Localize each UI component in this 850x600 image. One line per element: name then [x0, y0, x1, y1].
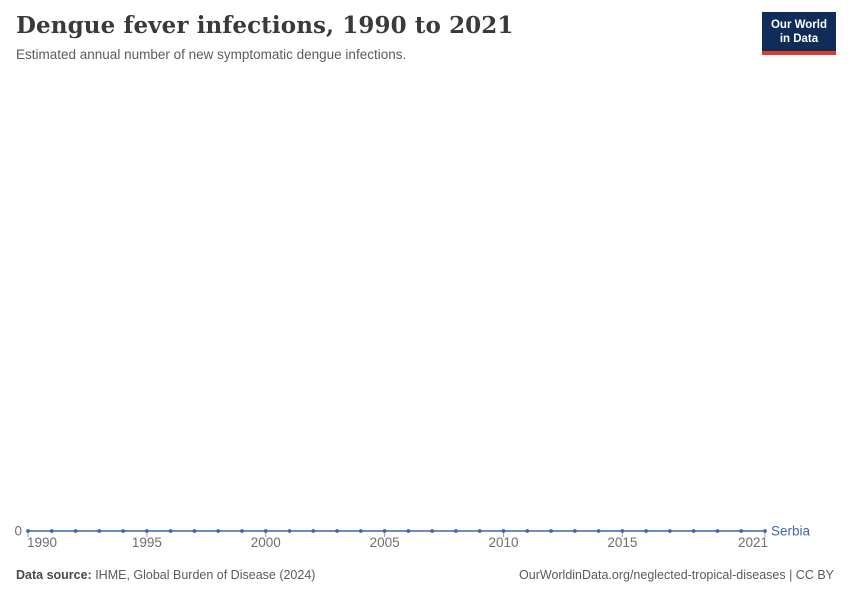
data-point-marker[interactable] — [691, 529, 696, 533]
credit-link[interactable]: OurWorldinData.org/neglected-tropical-di… — [519, 568, 834, 582]
data-point-marker[interactable] — [763, 529, 767, 533]
data-source-note[interactable]: Data source: IHME, Global Burden of Dise… — [16, 568, 315, 582]
data-point-marker[interactable] — [216, 529, 221, 533]
data-point-marker[interactable] — [596, 529, 601, 533]
chart-header: Dengue fever infections, 1990 to 2021 Es… — [16, 12, 750, 62]
x-axis-label: 1995 — [132, 535, 162, 550]
data-point-marker[interactable] — [572, 529, 577, 533]
data-point-marker[interactable] — [73, 529, 78, 533]
chart-footer: Data source: IHME, Global Burden of Dise… — [16, 568, 834, 582]
data-point-marker[interactable] — [644, 529, 649, 533]
data-point-marker[interactable] — [668, 529, 672, 533]
x-axis-label: 1990 — [27, 535, 57, 550]
data-point-marker[interactable] — [382, 529, 387, 533]
data-point-marker[interactable] — [739, 529, 744, 533]
y-axis-zero-label: 0 — [14, 524, 22, 539]
data-point-marker[interactable] — [26, 529, 30, 533]
data-point-marker[interactable] — [501, 529, 506, 533]
series-label-serbia[interactable]: Serbia — [771, 524, 811, 539]
data-source-text: IHME, Global Burden of Disease (2024) — [91, 568, 316, 582]
data-point-marker[interactable] — [168, 529, 173, 533]
page-title: Dengue fever infections, 1990 to 2021 — [16, 12, 514, 39]
data-point-marker[interactable] — [335, 529, 339, 533]
owid-logo[interactable]: Our World in Data — [761, 12, 836, 55]
data-point-marker[interactable] — [715, 529, 720, 533]
data-point-marker[interactable] — [311, 529, 316, 533]
data-point-marker[interactable] — [358, 529, 363, 533]
owid-logo-line1: Our World — [770, 19, 827, 31]
x-axis-label: 2000 — [251, 535, 281, 550]
data-point-marker[interactable] — [97, 529, 102, 533]
data-point-marker[interactable] — [240, 529, 244, 533]
owid-logo-line2: in Data — [779, 33, 819, 46]
data-point-marker[interactable] — [263, 529, 268, 533]
x-axis-label: 2021 — [738, 535, 768, 550]
x-axis-label: 2015 — [607, 535, 637, 550]
data-point-marker[interactable] — [525, 529, 530, 533]
data-point-marker[interactable] — [549, 529, 553, 533]
data-point-marker[interactable] — [406, 529, 411, 533]
chart-plot-area: 1990 1995 2000 2005 2010 2015 2021 0 Serbia — [0, 90, 850, 560]
chart-canvas[interactable]: 1990 1995 2000 2005 2010 2015 2021 0 Serbia — [0, 90, 850, 560]
data-point-marker[interactable] — [287, 529, 292, 533]
data-point-marker[interactable] — [144, 529, 149, 533]
x-axis-label: 2005 — [370, 535, 400, 550]
data-point-marker[interactable] — [430, 529, 435, 533]
data-point-marker[interactable] — [49, 529, 54, 533]
data-point-marker[interactable] — [477, 529, 482, 533]
data-source-label: Data source: — [16, 568, 92, 582]
data-point-marker[interactable] — [192, 529, 197, 533]
x-axis-label: 2010 — [488, 535, 518, 550]
data-point-marker[interactable] — [620, 529, 625, 533]
data-point-marker[interactable] — [121, 529, 125, 533]
page-subtitle: Estimated annual number of new symptomat… — [16, 46, 407, 62]
data-point-marker[interactable] — [454, 529, 458, 533]
